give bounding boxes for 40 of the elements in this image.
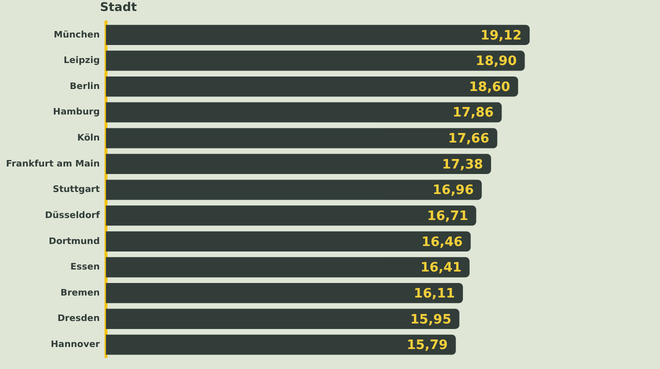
bar [106, 102, 502, 122]
bar [106, 308, 460, 329]
y-axis-title: Stadt [100, 0, 137, 14]
y-tick-label: Essen [70, 262, 100, 273]
y-tick-label: Dresden [57, 314, 100, 324]
y-tick-label: Hannover [50, 340, 100, 350]
bar [106, 76, 518, 97]
y-tick-label: Frankfurt am Main [6, 159, 100, 170]
y-tick-label: Köln [77, 134, 100, 144]
bar [106, 24, 530, 45]
y-tick-label: Düsseldorf [45, 210, 100, 221]
data-label: 16,46 [422, 234, 463, 250]
y-tick-label: Leipzig [64, 56, 100, 66]
bar [106, 334, 456, 355]
data-label: 16,71 [427, 208, 468, 224]
bar [106, 154, 492, 174]
bar [106, 257, 470, 278]
bar [106, 282, 463, 304]
data-label: 19,12 [480, 28, 522, 44]
data-label: 16,11 [414, 286, 455, 302]
data-label: 18,90 [476, 54, 517, 70]
y-tick-label: Berlin [70, 82, 100, 92]
bar [106, 50, 525, 71]
bar [106, 206, 476, 226]
y-tick-label: Hamburg [53, 108, 100, 118]
y-tick-label: Stuttgart [52, 185, 100, 196]
bar [106, 128, 498, 148]
data-label: 17,38 [442, 157, 484, 172]
y-tick-label: München [54, 30, 100, 40]
bar [106, 231, 471, 252]
data-label: 15,79 [406, 338, 448, 354]
data-label: 16,41 [420, 260, 462, 276]
bar [106, 180, 482, 200]
y-tick-label: Bremen [60, 288, 100, 298]
data-label: 17,66 [448, 132, 490, 147]
y-tick-label: Dortmund [48, 236, 100, 247]
data-label: 18,60 [468, 80, 510, 95]
data-label: 15,95 [410, 312, 452, 328]
data-label: 17,86 [452, 106, 494, 121]
data-label: 16,96 [432, 183, 474, 198]
